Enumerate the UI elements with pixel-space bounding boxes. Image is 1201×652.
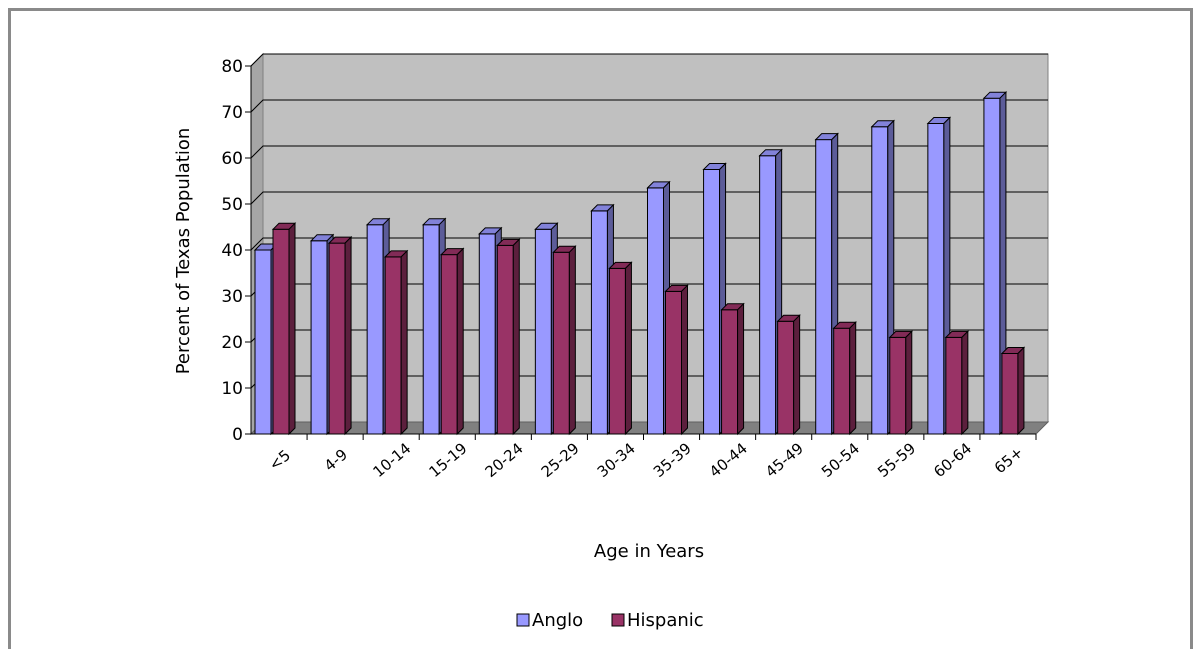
bar-hispanic-3 [440,247,465,436]
y-tick-label: 0 [232,425,243,445]
bar-hispanic-6 [608,261,633,436]
x-tick-label: 4-9 [321,445,351,475]
x-tick-label: 60-64 [930,439,975,481]
bar-hispanic-12 [944,330,970,436]
bar-chart: 0 10 20 30 40 50 60 70 80 <5 4-9 10-14 15-19 20-24 25… [173,52,1050,631]
chart-frame: 0 10 20 30 40 50 60 70 80 <5 4-9 10-14 15-19 20-24 25… [8,8,1193,649]
gridline [250,53,1048,67]
y-tick-label: 10 [221,379,243,399]
bar-hispanic-7 [664,284,689,436]
legend-swatch-hispanic [611,613,625,627]
x-tick-label: 40-44 [706,439,751,481]
x-tick-label: 35-39 [650,439,695,481]
x-tick-label: 30-34 [594,439,639,481]
legend-swatch-anglo [516,613,530,627]
x-tick-label: 20-24 [482,439,527,481]
y-tick-label: 50 [221,195,243,215]
y-axis-title: Percent of Texas Population [173,128,194,375]
bar-anglo-9 [758,148,783,436]
bar-hispanic-13 [1000,346,1026,436]
x-tick-label: 55-59 [874,439,919,481]
legend-label-anglo: Anglo [532,610,583,631]
bar-hispanic-9 [776,314,801,436]
bar-hispanic-8 [720,302,745,436]
x-tick-label: 10-14 [369,439,414,481]
x-tick-label: 45-49 [762,439,807,481]
y-tick-label: 70 [221,103,243,123]
x-tick-label: 65+ [991,443,1027,477]
x-tick-label: 15-19 [426,439,471,481]
gridline [250,99,1048,113]
bar-hispanic-4 [496,238,521,436]
y-tick-label: 80 [221,57,243,77]
gridline [250,191,1048,205]
x-tick-label: 50-54 [818,439,863,481]
y-tick-label: 60 [221,149,243,169]
bar-hispanic-10 [832,320,857,436]
bar-hispanic-5 [552,245,577,436]
gridline [250,237,1048,251]
legend: Anglo Hispanic [516,610,704,631]
legend-label-hispanic: Hispanic [627,610,704,631]
bar-hispanic-0 [271,222,297,436]
x-tick-label: 25-29 [538,439,583,481]
x-tick-label: <5 [266,446,295,474]
y-tick-label: 30 [221,287,243,307]
y-tick-label: 40 [221,241,243,261]
gridline [250,145,1048,159]
bar-anglo-13 [982,90,1008,436]
bar-hispanic-1 [327,235,353,436]
x-axis-title: Age in Years [594,541,704,562]
bar-hispanic-2 [383,249,409,436]
bar-hispanic-11 [888,330,913,436]
y-tick-label: 20 [221,333,243,353]
